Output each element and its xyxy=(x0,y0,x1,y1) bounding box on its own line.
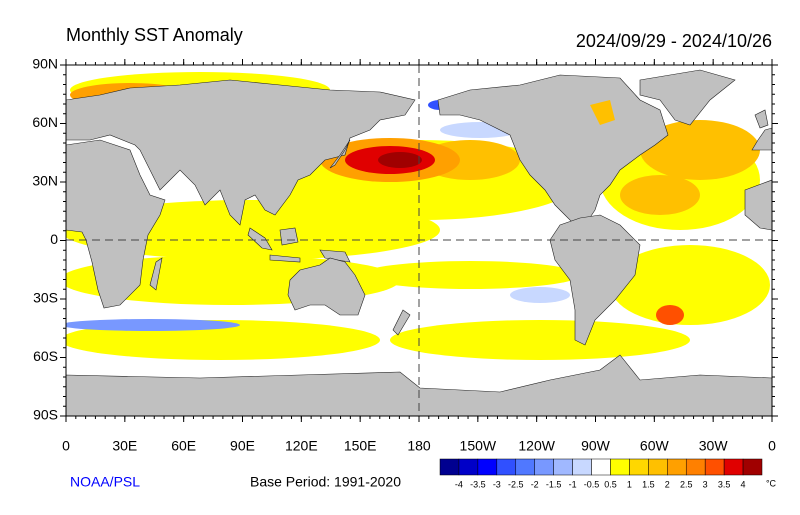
colorbar-box xyxy=(553,458,573,476)
lat-label: 30S xyxy=(33,290,58,306)
lat-label: 0 xyxy=(50,231,58,247)
colorbar-box xyxy=(572,458,592,476)
lat-label: 30N xyxy=(32,173,58,189)
lon-label: 60E xyxy=(171,438,196,454)
colorbar-label: 0.5 xyxy=(604,479,617,489)
period: 2024/09/29 - 2024/10/26 xyxy=(576,31,772,51)
colorbar-label: 1 xyxy=(627,479,632,489)
colorbar-label: -2 xyxy=(531,479,539,489)
colorbar-box xyxy=(591,458,611,476)
lon-label: 150E xyxy=(344,438,377,454)
colorbar-box xyxy=(685,458,706,476)
base-period: Base Period: 1991-2020 xyxy=(250,474,401,490)
lat-label: 90N xyxy=(32,56,58,72)
colorbar-label: -1.5 xyxy=(546,479,562,489)
lon-label: 30E xyxy=(112,438,137,454)
colorbar-box xyxy=(704,458,725,476)
colorbar-label: 2.5 xyxy=(680,479,693,489)
colorbar-label: 1.5 xyxy=(642,479,655,489)
colorbar-label: 4 xyxy=(741,479,746,489)
colorbar-label: -1 xyxy=(569,479,577,489)
map xyxy=(66,65,772,416)
colorbar: -4 -3.5 -3 -2.5 -2 -1.5 -1 -0.5 0.5 1 1.5 2 2.5 3 3.5 4 xyxy=(439,458,763,489)
lon-label: 90W xyxy=(581,438,611,454)
colorbar-label: 2 xyxy=(665,479,670,489)
colorbar-box xyxy=(458,458,479,476)
lon-label: 60W xyxy=(640,438,670,454)
credit: NOAA/PSL xyxy=(70,474,140,490)
lon-label: 120E xyxy=(285,438,318,454)
colorbar-label: -3 xyxy=(493,479,501,489)
lat-label: 60S xyxy=(33,348,58,364)
colorbar-label: 3 xyxy=(703,479,708,489)
lon-label: 180 xyxy=(407,438,431,454)
title: Monthly SST Anomaly xyxy=(66,25,243,45)
colorbar-label: 3.5 xyxy=(718,479,731,489)
colorbar-unit: °C xyxy=(766,478,777,488)
lon-label: 120W xyxy=(518,438,555,454)
lat-label: 60N xyxy=(32,114,58,130)
land xyxy=(66,69,772,416)
lon-label: 30W xyxy=(699,438,729,454)
lon-label: 150W xyxy=(460,438,497,454)
colorbar-box xyxy=(534,458,554,476)
colorbar-box xyxy=(515,458,535,476)
colorbar-box xyxy=(667,458,687,476)
colorbar-box xyxy=(477,458,498,476)
colorbar-label: -4 xyxy=(455,479,463,489)
colorbar-box xyxy=(610,458,630,476)
colorbar-box xyxy=(439,458,460,476)
colorbar-box xyxy=(629,458,649,476)
colorbar-box xyxy=(648,458,668,476)
lon-label: 0 xyxy=(62,438,70,454)
colorbar-label: -2.5 xyxy=(508,479,524,489)
colorbar-label: -0.5 xyxy=(584,479,600,489)
colorbar-box xyxy=(496,458,517,476)
lon-label: 0 xyxy=(768,438,776,454)
lon-label: 90E xyxy=(230,438,255,454)
colorbar-label: -3.5 xyxy=(470,479,486,489)
colorbar-box xyxy=(723,458,744,476)
colorbar-box xyxy=(742,458,763,476)
lat-label: 90S xyxy=(33,407,58,423)
